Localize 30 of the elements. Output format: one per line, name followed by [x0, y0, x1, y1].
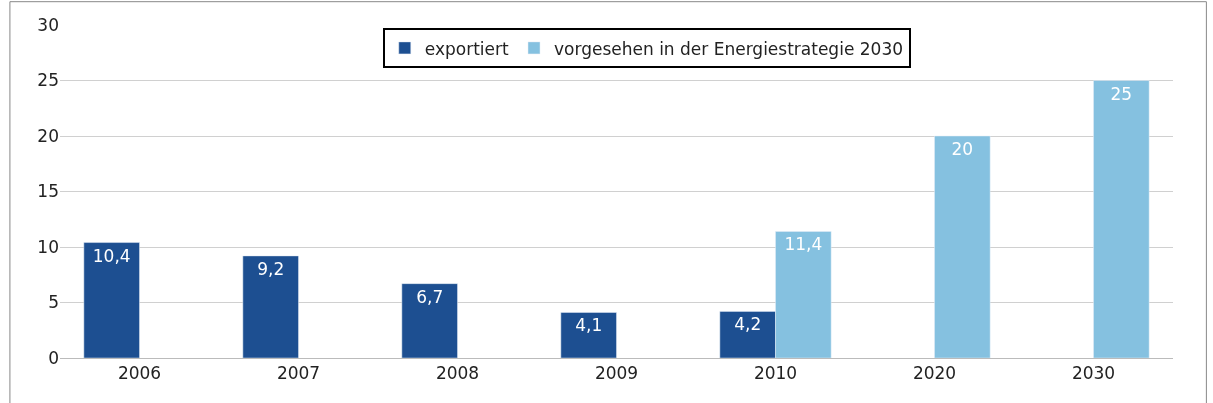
bar	[934, 135, 991, 358]
y-tick-label: 15	[37, 181, 59, 202]
bar	[1093, 80, 1150, 358]
data-label: 11,4	[784, 234, 823, 255]
data-label: 4,1	[575, 315, 603, 336]
y-tick-label: 5	[48, 292, 59, 313]
x-tick-label: 2006	[117, 363, 162, 384]
bar	[560, 312, 617, 358]
x-tick-label: 2010	[753, 363, 798, 384]
data-label: 20	[951, 139, 974, 159]
x-tick-label: 2009	[594, 363, 639, 384]
bar	[401, 283, 458, 358]
x-tick-label: 2020	[912, 363, 957, 384]
data-label: 9,2	[257, 258, 285, 279]
x-tick-label: 2008	[435, 363, 480, 384]
y-tick-label: 0	[48, 347, 59, 368]
y-tick-label: 10	[37, 236, 59, 257]
x-tick-label: 2007	[276, 363, 321, 384]
legend-label: exportiert	[424, 38, 510, 59]
data-label: 4,2	[734, 314, 762, 335]
y-tick-label: 25	[37, 70, 59, 91]
x-tick-label: 2030	[1071, 363, 1116, 384]
y-tick-label: 20	[37, 125, 59, 146]
bar	[83, 242, 140, 358]
data-label: 25	[1110, 83, 1133, 104]
y-tick-label: 30	[37, 14, 59, 35]
data-label: 10,4	[92, 245, 131, 266]
legend-label: vorgesehen in der Energiestrategie 2030	[554, 38, 904, 59]
data-label: 6,7	[416, 286, 444, 307]
bar	[242, 255, 299, 358]
